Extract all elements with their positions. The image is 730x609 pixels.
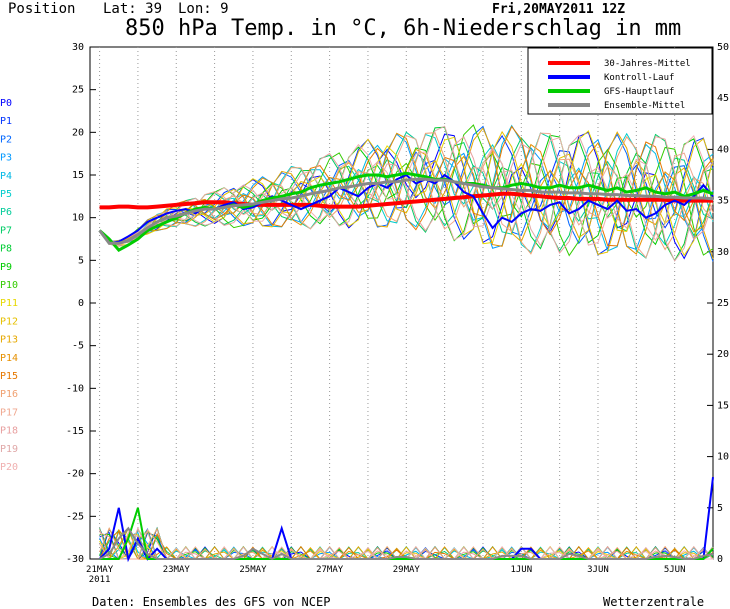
left-axis-ticks: 30 25 20 15 10 5 0 -5 -10 -15 -20 -25 -30	[66, 42, 96, 565]
member-label: P0	[0, 98, 12, 109]
left-tick-label: -20	[66, 469, 84, 480]
right-tick-label: 0	[717, 554, 723, 565]
lat-label: Lat: 39	[103, 1, 162, 17]
left-tick-label: 10	[72, 213, 84, 224]
position-label: Position	[8, 1, 75, 17]
x-tick-label: 29MAY	[393, 565, 421, 575]
right-tick-label: 45	[717, 93, 729, 104]
right-tick-label: 25	[717, 298, 729, 309]
legend-label-kontroll: Kontroll-Lauf	[604, 73, 674, 83]
member-label: P20	[0, 462, 18, 473]
brand-name: Wetterzentrale	[603, 595, 704, 609]
member-label: P17	[0, 407, 18, 418]
x-tick-label: 5JUN	[664, 565, 686, 575]
member-label: P1	[0, 116, 12, 127]
left-tick-label: 25	[72, 85, 84, 96]
main-series-lines	[98, 171, 714, 252]
member-line	[99, 125, 714, 247]
left-tick-label: -10	[66, 383, 84, 394]
member-label: P18	[0, 426, 18, 437]
left-tick-label: -5	[72, 341, 84, 352]
left-tick-label: 30	[72, 42, 84, 53]
series-line	[98, 171, 714, 252]
x-tick-label: 1JUN	[510, 565, 532, 575]
lon-label: Lon: 9	[178, 1, 229, 17]
grid	[99, 47, 676, 559]
data-source: Daten: Ensembles des GFS von NCEP	[92, 595, 330, 609]
member-label: P5	[0, 189, 12, 200]
legend-label-gfs: GFS-Hauptlauf	[604, 87, 674, 97]
x-tick-label: 21MAY	[86, 565, 114, 575]
member-labels: P0 P1 P2 P3 P4 P5 P6 P7 P8 P9 P10 P11 P12 P13 P14 P15 P1…	[0, 98, 18, 473]
right-tick-label: 20	[717, 349, 729, 360]
left-tick-label: -15	[66, 426, 84, 437]
member-label: P3	[0, 153, 12, 164]
member-label: P4	[0, 171, 12, 182]
x-tick-label: 25MAY	[239, 565, 267, 575]
member-label: P9	[0, 262, 12, 273]
left-tick-label: -30	[66, 554, 84, 565]
member-label: P6	[0, 207, 12, 218]
x-tick-label: 3JUN	[587, 565, 609, 575]
member-label: P15	[0, 371, 18, 382]
member-label: P14	[0, 353, 18, 364]
plot-frame	[89, 46, 714, 560]
right-tick-label: 35	[717, 196, 729, 207]
member-line	[99, 132, 714, 259]
legend-label-mittel: 30-Jahres-Mittel	[604, 59, 691, 69]
series-line	[99, 191, 713, 210]
x-tick-label: 27MAY	[316, 565, 344, 575]
member-label: P7	[0, 225, 12, 236]
member-label: P8	[0, 244, 12, 255]
legend-label-ensemble: Ensemble-Mittel	[604, 101, 685, 111]
precip-lines	[98, 476, 714, 563]
precip-series-line	[99, 526, 714, 561]
member-line	[99, 126, 714, 262]
chart-title: 850 hPa Temp. in °C, 6h-Niederschlag in …	[125, 16, 681, 41]
member-label: P19	[0, 444, 18, 455]
member-label: P10	[0, 280, 18, 291]
left-tick-label: 5	[78, 255, 84, 266]
member-label: P2	[0, 134, 12, 145]
legend: 30-Jahres-Mittel Kontroll-Lauf GFS-Haupt…	[527, 47, 713, 115]
right-tick-label: 40	[717, 144, 729, 155]
member-label: P13	[0, 335, 18, 346]
left-tick-label: 20	[72, 127, 84, 138]
series-line	[98, 177, 714, 245]
member-line	[99, 125, 714, 262]
right-tick-label: 50	[717, 42, 729, 53]
member-label: P11	[0, 298, 18, 309]
right-tick-label: 15	[717, 400, 729, 411]
left-tick-label: 15	[72, 170, 84, 181]
member-line	[99, 130, 714, 255]
right-tick-label: 5	[717, 503, 723, 514]
right-tick-label: 30	[717, 247, 729, 258]
member-line	[99, 132, 714, 255]
member-label: P12	[0, 316, 18, 327]
right-tick-label: 10	[717, 452, 729, 463]
x-tick-sublabel: 2011	[89, 575, 111, 585]
left-tick-label: -25	[66, 511, 84, 522]
member-label: P16	[0, 389, 18, 400]
run-date: Fri,20MAY2011 12Z	[492, 2, 625, 17]
left-tick-label: 0	[78, 298, 84, 309]
member-line	[99, 130, 714, 257]
x-tick-label: 23MAY	[163, 565, 191, 575]
